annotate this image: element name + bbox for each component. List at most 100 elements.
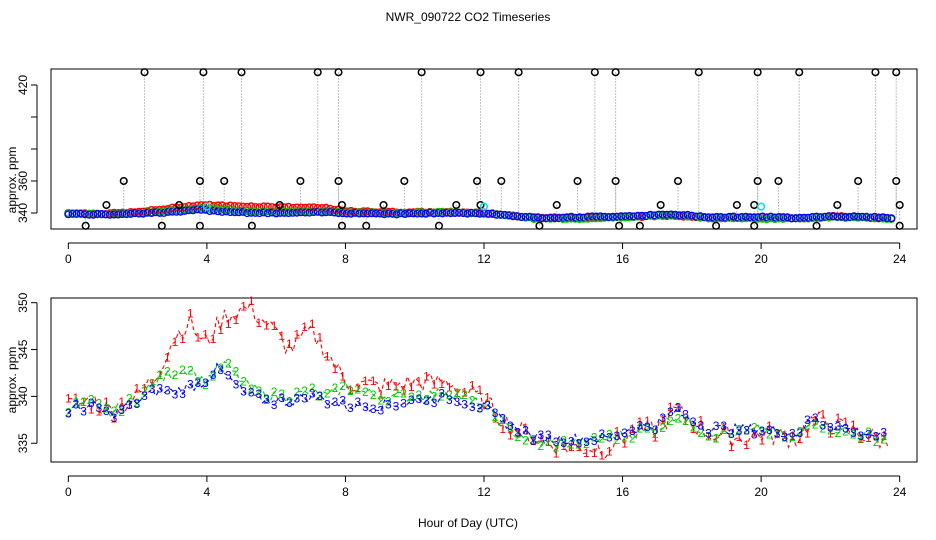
series-1-point: 1 <box>560 439 567 453</box>
series-3-point: 3 <box>720 419 727 433</box>
series-3-point <box>787 214 796 223</box>
series-3-point <box>64 210 73 219</box>
series-3-point <box>816 213 825 222</box>
series-1-point: 1 <box>324 350 331 364</box>
black-point <box>590 68 599 77</box>
series-3-point <box>604 212 613 221</box>
series-3-point <box>301 208 310 217</box>
black-point <box>473 176 482 186</box>
series-3-point <box>89 210 98 219</box>
x-tick-label: 8 <box>342 485 349 499</box>
y-tick-label: 340 <box>16 203 30 223</box>
panel-top-series <box>64 200 896 224</box>
series-3-point <box>504 211 513 220</box>
series-3-point <box>159 208 168 217</box>
series-2-point: 2 <box>339 379 346 393</box>
series-1-point: 1 <box>377 388 384 402</box>
series-2-point: 2 <box>141 384 148 398</box>
series-2-point: 2 <box>187 364 194 378</box>
x-tick-label: 24 <box>893 485 907 499</box>
series-1-point: 1 <box>393 380 400 394</box>
series-3-point <box>741 212 750 221</box>
series-1-point: 1 <box>812 414 819 428</box>
series-1-point: 1 <box>446 380 453 394</box>
series-2-point: 2 <box>271 385 278 399</box>
series-3-point: 3 <box>827 421 834 435</box>
series-3-point <box>542 214 551 223</box>
series-1-point: 1 <box>164 350 171 364</box>
series-2-point: 2 <box>530 433 537 447</box>
series-2-point: 2 <box>576 438 583 452</box>
cyan-point <box>479 202 489 211</box>
series-3-point <box>209 206 218 215</box>
series-3-point <box>255 209 264 218</box>
series-1-point: 1 <box>629 422 636 436</box>
series-3-point <box>417 209 426 218</box>
x-tick-label: 4 <box>204 485 211 499</box>
black-point <box>871 68 880 77</box>
series-3-point: 3 <box>286 396 293 410</box>
series-3-point <box>263 209 272 218</box>
series-2-point: 2 <box>789 430 796 444</box>
series-3-point <box>795 213 804 222</box>
series-3-point <box>359 209 368 218</box>
series-3-point: 3 <box>667 405 674 419</box>
series-3-point <box>870 212 879 221</box>
series-1-point: 1 <box>880 429 887 443</box>
series-1-point: 1 <box>461 385 468 399</box>
series-3-point <box>625 211 634 220</box>
series-3-point <box>409 209 418 218</box>
series-2-point: 2 <box>667 414 674 428</box>
black-point <box>417 68 426 77</box>
y-tick-label: 350 <box>16 292 30 312</box>
series-1-point: 1 <box>416 375 423 389</box>
series-3-point <box>658 210 667 219</box>
series-3-point: 3 <box>476 402 483 416</box>
black-point <box>611 176 620 186</box>
series-3-point <box>326 207 335 216</box>
series-3-point <box>380 210 389 219</box>
series-1-point: 1 <box>187 306 194 320</box>
series-2-point: 2 <box>545 435 552 449</box>
series-3-point: 3 <box>431 396 438 410</box>
y-tick-label: 335 <box>16 433 30 453</box>
series-2-point <box>758 214 767 223</box>
series-3-point: 3 <box>118 403 125 417</box>
black-point <box>656 200 665 210</box>
series-3-point <box>617 212 626 221</box>
series-1-point: 1 <box>614 425 621 439</box>
series-3-point <box>571 213 580 222</box>
series-3-point <box>234 208 243 217</box>
series-3-point: 3 <box>652 423 659 437</box>
series-3-point: 3 <box>812 411 819 425</box>
series-1-point: 1 <box>385 379 392 393</box>
series-3-point <box>388 209 397 218</box>
series-1-point: 1 <box>294 327 301 341</box>
series-1-point: 1 <box>202 327 209 341</box>
series-3-point: 3 <box>530 434 537 448</box>
series-3-point <box>721 213 730 222</box>
series-2-point: 2 <box>324 387 331 401</box>
series-1-point: 1 <box>827 426 834 440</box>
series-1-point: 1 <box>545 435 552 449</box>
series-3-point: 3 <box>469 400 476 414</box>
series-2-point: 2 <box>812 418 819 432</box>
series-3-point: 3 <box>659 411 666 425</box>
series-1-point: 1 <box>172 335 179 349</box>
y-tick-label: 420 <box>16 75 30 95</box>
series-1-point: 1 <box>233 313 240 327</box>
x-tick-label: 16 <box>616 252 630 266</box>
series-2-point: 2 <box>766 427 773 441</box>
series-3-point <box>791 214 800 223</box>
series-1-point: 1 <box>126 398 133 412</box>
series-3-point <box>671 210 680 219</box>
series-3-point <box>384 209 393 218</box>
series-1-point: 1 <box>400 383 407 397</box>
black-point <box>694 68 703 77</box>
series-3-point: 3 <box>758 424 765 438</box>
series-3-point <box>667 210 676 219</box>
series-1-point: 1 <box>217 323 224 337</box>
series-1-point: 1 <box>240 299 247 313</box>
series-1-point: 1 <box>728 440 735 454</box>
series-3-point: 3 <box>461 397 468 411</box>
